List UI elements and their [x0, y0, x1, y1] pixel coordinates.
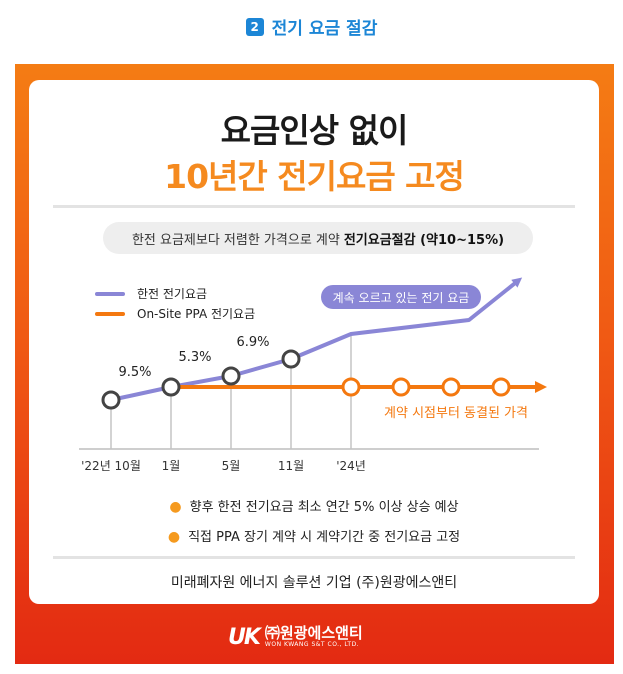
headline-primary: 요금인상 없이: [220, 111, 409, 150]
legend-swatch-kepco: [95, 291, 125, 296]
price-chart: 9.5% 5.3% 6.9% '22년 10월 1월 5월 11월 '24년 계속 오르고 …: [79, 277, 547, 473]
x-tick-label: '24년: [336, 459, 366, 473]
bullet-dot-icon: ●: [169, 499, 182, 515]
bullet-text-2: 직접 PPA 장기 계약 시 계약기간 중 전기요금 고정: [188, 530, 461, 545]
company-line: 미래폐자원 에너지 솔루션 기업 (주)원광에스앤티: [170, 575, 458, 591]
kepco-annotation-bubble: [321, 285, 481, 309]
logo-mark-icon: UK: [228, 624, 261, 650]
ppa-point-2: [441, 377, 461, 397]
legend-item-kepco: 한전 전기요금: [95, 285, 207, 302]
legend-item-ppa: On-Site PPA 전기요금: [95, 305, 255, 322]
increase-label-0: 9.5%: [118, 365, 151, 380]
x-tick-label: 1월: [162, 459, 181, 473]
section-title: 전기 요금 절감: [271, 19, 378, 39]
company-logo: UK ㈜원광에스앤티 WON KWANG S&T CO., LTD.: [228, 622, 363, 652]
legend-swatch-ppa: [95, 311, 125, 316]
kepco-point-2: [221, 366, 241, 386]
section-heading: 2 전기 요금 절감: [0, 14, 623, 39]
increase-label-2: 6.9%: [236, 335, 269, 350]
kepco-point-3: [281, 349, 301, 369]
top-divider: [53, 205, 575, 208]
ppa-annotation: 계약 시점부터 동결된 가격: [384, 406, 528, 421]
increase-label-1: 5.3%: [178, 350, 211, 365]
section-number-badge: 2: [245, 17, 264, 36]
bullet-dot-icon: ●: [167, 529, 181, 545]
ppa-point-1: [391, 377, 411, 397]
kepco-point-0: [101, 390, 121, 410]
bullet-item-2: ● 직접 PPA 장기 계약 시 계약기간 중 전기요금 고정: [29, 526, 599, 545]
logo-name: ㈜원광에스앤티: [264, 624, 363, 642]
legend-label-ppa: On-Site PPA 전기요금: [137, 307, 256, 321]
info-card: 요금인상 없이 10년간 전기요금 고정 한전 요금제보다 저렴한 가격으로 계…: [29, 80, 599, 604]
kepco-point-1: [161, 377, 181, 397]
ppa-point-0: [341, 377, 361, 397]
kepco-annotation: 계속 오르고 있는 전기 요금: [333, 291, 470, 305]
logo-sub: WON KWANG S&T CO., LTD.: [264, 641, 360, 648]
headline-secondary: 10년간 전기요금 고정: [164, 157, 465, 196]
subtitle-bold-text: 전기요금절감 (약10~15%): [343, 232, 505, 248]
bullet-text-1: 향후 한전 전기요금 최소 연간 5% 이상 상승 예상: [189, 500, 459, 515]
x-tick-label: '22년 10월: [81, 459, 141, 473]
bottom-divider: [53, 556, 575, 559]
ppa-point-3: [491, 377, 511, 397]
bullet-item-1: ● 향후 한전 전기요금 최소 연간 5% 이상 상승 예상: [29, 496, 599, 515]
legend-label-kepco: 한전 전기요금: [137, 287, 208, 301]
x-tick-label: 5월: [222, 459, 241, 473]
subtitle-pill: 한전 요금제보다 저렴한 가격으로 계약 전기요금절감 (약10~15%): [103, 222, 533, 254]
subtitle-text: 한전 요금제보다 저렴한 가격으로 계약: [131, 232, 340, 248]
x-tick-label: 11월: [278, 459, 304, 473]
